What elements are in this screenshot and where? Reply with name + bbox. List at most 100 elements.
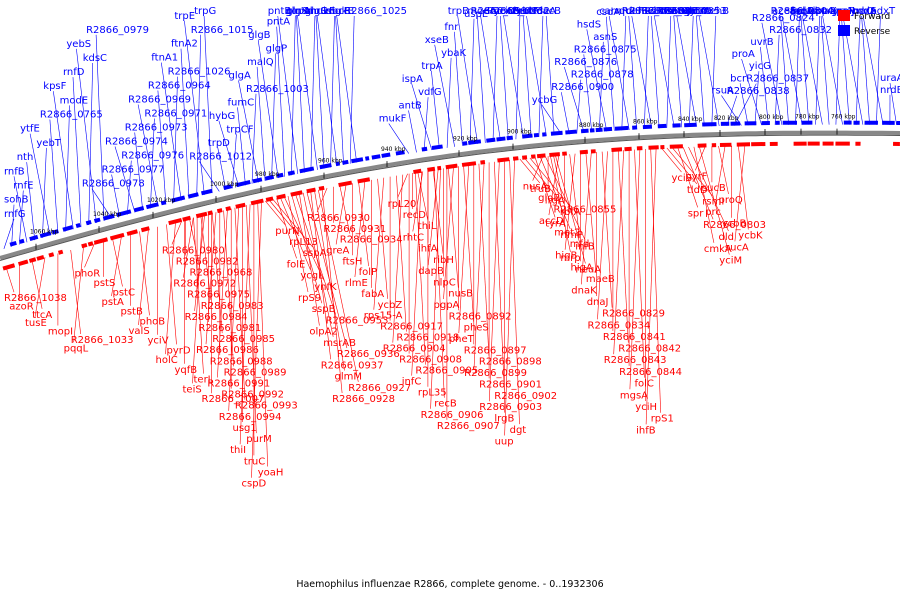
forward-gene-label: olpA2 [309, 327, 337, 338]
forward-gene-label: R2866_0968 [190, 268, 253, 279]
forward-gene-label: nusA [523, 182, 548, 193]
reverse-leader-line [516, 16, 520, 139]
forward-gene-block [413, 169, 421, 174]
legend-reverse-label: Reverse [854, 27, 891, 37]
reverse-leader-line [667, 16, 671, 128]
forward-gene-label: gloB [538, 193, 560, 204]
reverse-gene-block [534, 133, 539, 137]
reverse-leader-line [431, 71, 439, 149]
forward-gene-label: pheT [449, 334, 475, 345]
tick-label: 1040 kbp [93, 211, 121, 218]
forward-gene-label: msrAB [323, 338, 356, 349]
reverse-gene-label: ftnA2 [171, 39, 198, 50]
forward-gene-block [446, 164, 458, 170]
forward-gene-block [94, 237, 108, 245]
reverse-leader-line [674, 16, 682, 127]
reverse-gene-label: trpA [421, 61, 442, 72]
reverse-leader-line [409, 110, 417, 152]
reverse-gene-label: kpsF [43, 81, 66, 92]
forward-gene-label: yciM [719, 256, 742, 267]
reverse-leader-line [311, 16, 315, 171]
forward-gene-label: met2 [554, 228, 580, 239]
forward-gene-label: R2866_0989 [224, 367, 287, 378]
forward-gene-label: R2866_0899 [464, 368, 527, 379]
forward-gene-block [794, 142, 807, 146]
reverse-gene-label: trpE [174, 11, 195, 22]
forward-gene-label: usg1 [233, 423, 257, 434]
forward-gene-label: rpS1 [651, 414, 674, 425]
forward-gene-label: dnaK [571, 285, 597, 296]
legend-forward-label: Forward [854, 12, 890, 22]
forward-gene-label: R2866_0904 [383, 344, 446, 355]
reverse-leader-line [204, 16, 212, 193]
forward-leader-line [533, 157, 543, 181]
reverse-leader-line [89, 63, 93, 225]
reverse-leader-line [470, 19, 474, 145]
forward-gene-block [823, 142, 834, 146]
reverse-leader-line [50, 120, 58, 234]
reverse-gene-label: R2866_0969 [128, 95, 191, 106]
reverse-gene-block [745, 121, 757, 125]
forward-gene-label: proQ [719, 195, 743, 206]
reverse-gene-block [565, 130, 577, 135]
reverse-gene-block [672, 123, 680, 127]
forward-gene-label: R2866_0902 [494, 391, 557, 402]
reverse-gene-block [882, 121, 895, 125]
reverse-leader-line [493, 16, 497, 142]
reverse-gene-label: sohB [4, 195, 29, 206]
forward-gene-label: R2866_0991 [207, 379, 270, 390]
reverse-gene-block [188, 192, 199, 198]
forward-gene-label: R2866_0842 [618, 344, 681, 355]
reverse-leader-line [539, 16, 543, 137]
forward-gene-label: ynfK [314, 282, 337, 293]
forward-gene-label: R2866_0892 [449, 311, 512, 322]
reverse-leader-line [42, 148, 46, 238]
forward-gene-block [276, 194, 286, 200]
reverse-gene-label: R2866_1015 [191, 25, 254, 36]
forward-gene-label: ycbK [738, 231, 763, 242]
forward-gene-label: infC [402, 377, 422, 388]
reverse-gene-label: proA [732, 49, 755, 60]
reverse-gene-label: trpCF [226, 124, 253, 135]
forward-gene-label: R2866_0983 [201, 301, 264, 312]
forward-gene-label: ycbZ [378, 300, 403, 311]
reverse-gene-label: R2866_0964 [148, 81, 211, 92]
forward-gene-label: nusB [448, 289, 473, 300]
forward-gene-label: folE [287, 259, 306, 270]
reverse-gene-label: trpG [194, 6, 216, 17]
forward-gene-block [58, 250, 63, 255]
reverse-gene-label: mukF [379, 114, 407, 125]
reverse-gene-label: nth [17, 152, 34, 163]
forward-leader-line [265, 201, 285, 225]
reverse-gene-block [844, 121, 852, 125]
forward-gene-block [549, 152, 560, 157]
tick-label: 900 kbp [507, 129, 532, 136]
forward-gene-label: accD [539, 216, 564, 227]
forward-gene-block [835, 142, 849, 146]
legend-reverse-swatch [838, 25, 850, 36]
forward-gene-label: glmM [335, 372, 363, 383]
forward-gene-label: R2866_0917 [380, 322, 443, 333]
forward-gene-label: R2866_0981 [198, 323, 261, 334]
forward-gene-block [698, 143, 707, 147]
reverse-gene-block [365, 156, 369, 161]
forward-gene-label: dnaJ [587, 297, 609, 308]
forward-gene-label: R2866_0980 [162, 246, 225, 257]
reverse-leader-line [523, 16, 531, 138]
forward-gene-block [127, 229, 138, 236]
reverse-gene-label: nrdB [880, 85, 900, 96]
forward-gene-label: R2866_0994 [219, 412, 282, 423]
reverse-gene-block [29, 235, 38, 241]
reverse-gene-label: R2866_0832 [769, 25, 832, 36]
reverse-gene-block [615, 126, 629, 131]
forward-gene-label: ftsH [342, 256, 362, 267]
reverse-gene-block [342, 160, 349, 165]
forward-gene-label: R2866_0897 [464, 345, 527, 356]
reverse-gene-label: glgB [248, 30, 270, 41]
reverse-gene-label: R2866_1025 [344, 6, 407, 17]
tick-label: 880 kbp [579, 122, 604, 129]
forward-gene-label: pgpA [434, 300, 460, 311]
forward-leader-line [6, 268, 14, 292]
forward-gene-label: yciH [635, 402, 657, 413]
forward-leader-line [598, 151, 608, 319]
